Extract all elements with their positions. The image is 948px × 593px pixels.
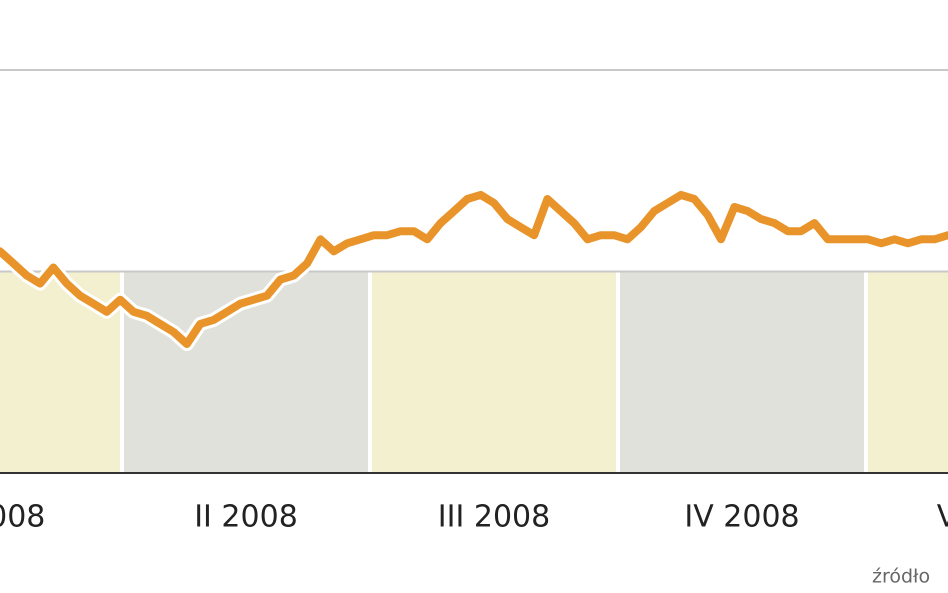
x-tick-label: IV 2008 bbox=[684, 500, 799, 535]
source: źródło bbox=[872, 566, 930, 588]
period-band bbox=[868, 271, 948, 473]
period-band bbox=[620, 271, 864, 473]
x-tick-label: V 2008 bbox=[937, 500, 948, 535]
x-tick-label: II 2008 bbox=[194, 500, 298, 535]
x-tick-label: III 2008 bbox=[438, 500, 550, 535]
line bbox=[0, 190, 948, 348]
period-band bbox=[372, 271, 616, 473]
x-tick-label: I 2008 bbox=[0, 500, 45, 535]
